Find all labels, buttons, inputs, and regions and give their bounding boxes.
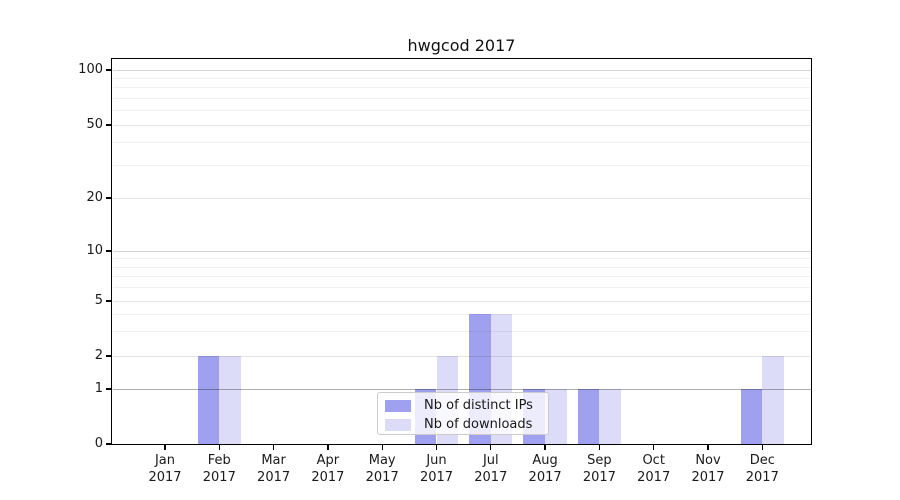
- y-tick-2: [106, 355, 111, 357]
- plot-spine-right: [811, 58, 813, 445]
- gridline-minor-7: [113, 276, 811, 278]
- gridline-minor-8: [113, 266, 811, 268]
- y-tick-label-50: 50: [86, 117, 103, 132]
- gridline-major-1: [113, 388, 811, 390]
- legend-label-downloads: Nb of downloads: [424, 417, 533, 432]
- bar-downloads-feb: [219, 356, 241, 444]
- bar-downloads-dec: [762, 356, 784, 444]
- x-tick-label-jan: Jan 2017: [148, 453, 182, 485]
- x-tick-jan: [164, 445, 166, 450]
- legend: Nb of distinct IPs Nb of downloads: [377, 392, 549, 435]
- x-tick-label-sep: Sep 2017: [582, 453, 616, 485]
- y-tick-50: [106, 124, 111, 126]
- x-tick-label-mar: Mar 2017: [257, 453, 291, 485]
- x-tick-sep: [598, 445, 601, 450]
- y-tick-label-20: 20: [86, 190, 103, 205]
- legend-swatch-downloads: [385, 418, 411, 431]
- x-tick-may: [381, 445, 383, 450]
- x-tick-jul: [490, 445, 492, 450]
- x-tick-label-aug: Aug 2017: [528, 453, 562, 485]
- plot-spine-top: [112, 58, 812, 60]
- gridline-minor-30: [113, 165, 811, 167]
- y-tick-label-1: 1: [94, 381, 103, 396]
- x-tick-label-oct: Oct 2017: [637, 453, 671, 485]
- x-tick-nov: [707, 445, 709, 450]
- gridline-minor-70: [113, 97, 811, 99]
- x-tick-label-jul: Jul 2017: [474, 453, 508, 485]
- gridline-major-10: [113, 250, 811, 252]
- gridline-minor-3: [113, 331, 811, 333]
- x-tick-label-apr: Apr 2017: [311, 453, 345, 485]
- x-tick-oct: [653, 445, 655, 450]
- y-tick-20: [106, 197, 111, 199]
- bar-ips-feb: [197, 356, 220, 444]
- legend-swatch-distinct-ips: [385, 399, 411, 412]
- y-tick-label-2: 2: [94, 348, 103, 363]
- y-tick-label-100: 100: [78, 62, 103, 77]
- y-tick-100: [106, 69, 111, 71]
- x-tick-mar: [272, 445, 275, 450]
- x-tick-aug: [544, 445, 546, 450]
- y-tick-1: [106, 388, 111, 390]
- bar-ips-dec: [740, 389, 763, 444]
- x-tick-label-dec: Dec 2017: [745, 453, 779, 485]
- gridline-major-2: [113, 355, 811, 357]
- chart-title: hwgcod 2017: [407, 36, 516, 55]
- y-tick-0: [106, 443, 111, 445]
- legend-row-downloads: Nb of downloads: [385, 415, 548, 434]
- x-tick-label-may: May 2017: [365, 453, 399, 485]
- legend-row-distinct-ips: Nb of distinct IPs: [385, 396, 548, 415]
- plot-spine-left: [111, 58, 113, 445]
- gridline-minor-90: [113, 77, 811, 79]
- x-tick-apr: [327, 445, 329, 450]
- gridline-minor-4: [113, 313, 811, 315]
- gridline-minor-80: [113, 87, 811, 89]
- x-tick-label-nov: Nov 2017: [691, 453, 725, 485]
- x-tick-dec: [761, 445, 763, 450]
- x-tick-label-feb: Feb 2017: [202, 453, 236, 485]
- bar-ips-sep: [577, 389, 600, 444]
- bar-downloads-aug: [545, 389, 567, 444]
- x-tick-feb: [218, 445, 220, 450]
- plot-spine-bottom: [112, 444, 812, 446]
- gridline-major-5: [113, 300, 811, 302]
- y-tick-label-5: 5: [94, 293, 103, 308]
- legend-label-distinct-ips: Nb of distinct IPs: [424, 398, 533, 413]
- y-tick-label-10: 10: [86, 243, 103, 258]
- x-tick-jun: [435, 445, 438, 450]
- gridline-minor-60: [113, 110, 811, 112]
- y-tick-5: [106, 300, 111, 302]
- gridline-major-50: [113, 124, 811, 126]
- bar-downloads-sep: [599, 389, 622, 444]
- gridline-minor-6: [113, 287, 811, 289]
- gridline-minor-9: [113, 258, 811, 260]
- y-tick-10: [106, 250, 111, 252]
- gridline-major-20: [113, 197, 811, 199]
- gridline-major-100: [113, 69, 811, 71]
- gridline-minor-40: [113, 142, 811, 144]
- x-tick-label-jun: Jun 2017: [419, 453, 454, 485]
- y-tick-label-0: 0: [94, 436, 103, 451]
